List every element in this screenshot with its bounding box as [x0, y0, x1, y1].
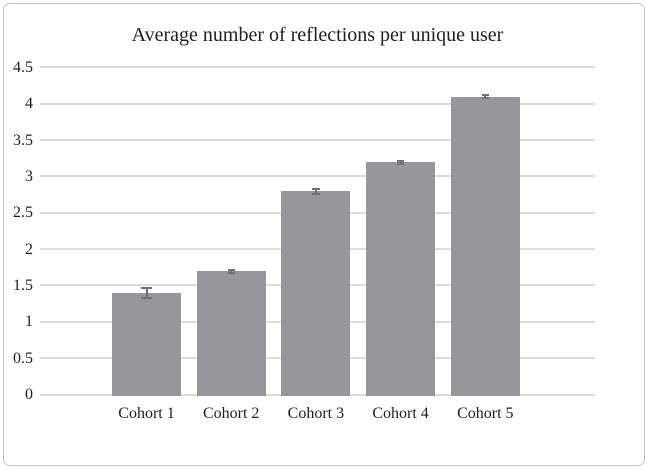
error-bar-whisker: [230, 269, 233, 273]
x-axis-label: Cohort 1: [118, 405, 175, 422]
y-tick-label: 0: [25, 386, 33, 403]
y-tick-label: 4.5: [13, 58, 33, 76]
error-bar-top-cap: [397, 159, 405, 162]
bar: [450, 96, 520, 396]
error-bar-bottom-cap: [141, 297, 152, 300]
y-tick-label: 1: [25, 313, 33, 331]
chart-title: Average number of reflections per unique…: [131, 24, 504, 46]
y-tick-label: 4: [25, 95, 33, 113]
y-tick-label: 3: [25, 167, 33, 185]
x-axis-label: Cohort 4: [372, 405, 429, 422]
x-axis-label: Cohort 3: [287, 405, 345, 422]
error-bar-bottom-cap: [397, 163, 405, 166]
gridline: [40, 139, 595, 142]
x-axis-label: Cohort 5: [457, 405, 514, 422]
error-bar-whisker: [314, 188, 317, 194]
error-bar-top-cap: [311, 187, 320, 190]
gridline: [40, 66, 595, 69]
error-bar-bottom-cap: [481, 97, 489, 100]
bar: [196, 271, 266, 396]
error-bar-whisker: [145, 288, 148, 299]
y-tick-label: 3.5: [13, 131, 33, 149]
error-bar-whisker: [399, 160, 402, 165]
bar: [366, 162, 436, 396]
error-bar-bottom-cap: [311, 192, 320, 195]
bar: [281, 191, 351, 396]
error-bar-bottom-cap: [227, 271, 235, 274]
y-tick-label: 2.5: [13, 204, 33, 222]
y-tick-label: 1.5: [13, 276, 33, 294]
y-tick-label: 0.5: [13, 349, 33, 367]
error-bar-top-cap: [227, 268, 235, 271]
x-axis-label: Cohort 2: [202, 405, 260, 422]
bar: [112, 293, 181, 396]
y-tick-label: 2: [25, 240, 33, 258]
gridline: [40, 102, 595, 105]
error-bar-whisker: [484, 95, 487, 99]
error-bar-top-cap: [141, 287, 152, 290]
error-bar-top-cap: [481, 94, 489, 97]
gridline: [40, 175, 595, 178]
